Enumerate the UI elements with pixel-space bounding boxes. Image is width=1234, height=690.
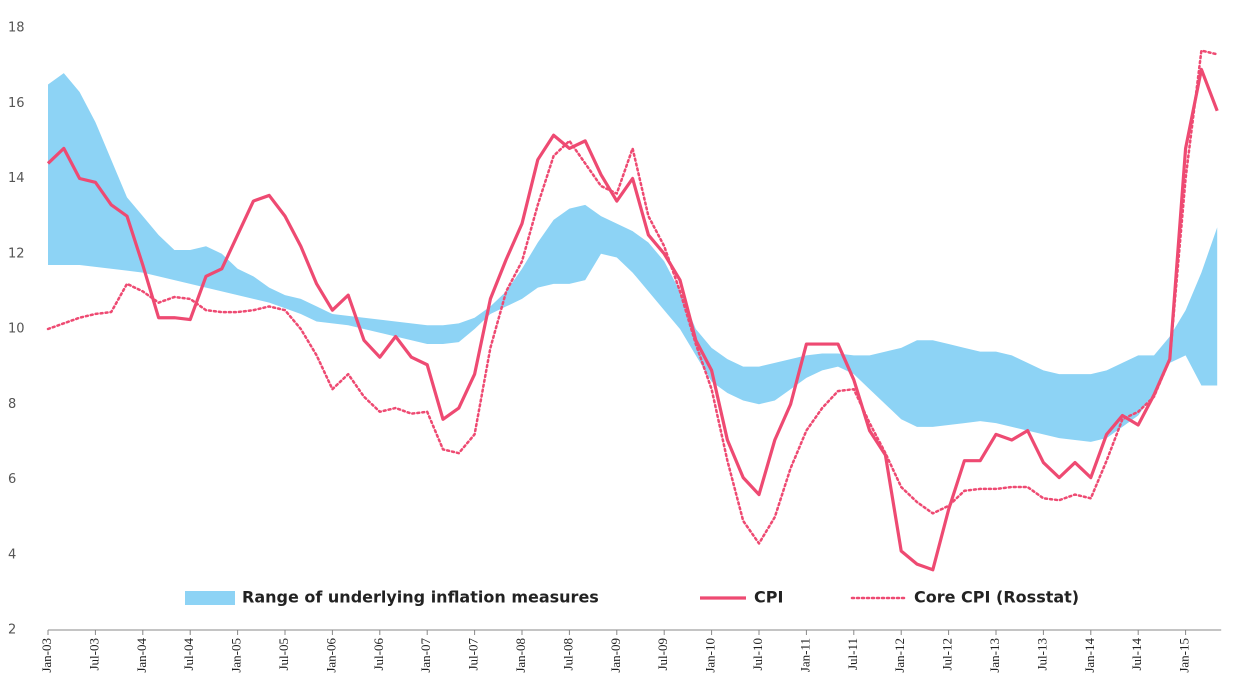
x-tick-label: Jul-09 (655, 638, 670, 671)
x-tick-label: Jan-04 (134, 638, 149, 673)
y-tick-label: 4 (8, 547, 16, 562)
x-tick-label: Jan-08 (513, 638, 528, 673)
x-tick-label: Jul-03 (86, 638, 101, 671)
x-tick-label: Jul-08 (560, 638, 575, 671)
x-tick-label: Jul-05 (276, 638, 291, 671)
y-tick-label: 16 (8, 96, 25, 111)
x-tick-label: Jan-11 (797, 638, 812, 672)
x-tick-label: Jan-13 (987, 638, 1002, 673)
y-tick-label: 2 (8, 623, 16, 638)
x-tick-label: Jul-12 (940, 638, 955, 671)
legend-label: Core CPI (Rosstat) (914, 588, 1079, 607)
x-tick-label: Jan-06 (323, 638, 338, 673)
x-tick-label: Jul-07 (466, 638, 481, 671)
y-tick-label: 12 (8, 246, 25, 261)
x-tick-label: Jan-14 (1082, 638, 1097, 673)
x-tick-label: Jan-07 (418, 638, 433, 673)
legend-label: Range of underlying inflation measures (242, 588, 599, 607)
y-tick-label: 18 (8, 21, 25, 36)
x-tick-label: Jul-13 (1034, 638, 1049, 671)
legend-label: CPI (754, 588, 783, 607)
series-line (46, 49, 1219, 545)
plot (46, 49, 1222, 635)
legend-swatch (185, 591, 235, 605)
y-tick-label: 14 (8, 171, 25, 186)
x-tick-label: Jul-14 (1129, 638, 1144, 671)
y-tick-label: 6 (8, 472, 16, 487)
x-tick-label: Jul-11 (845, 638, 860, 670)
x-tick-label: Jul-06 (371, 638, 386, 671)
x-tick-label: Jul-04 (181, 638, 196, 671)
x-tick-label: Jan-12 (892, 638, 907, 673)
x-tick-label: Jan-05 (229, 638, 244, 673)
x-tick-label: Jul-10 (750, 638, 765, 671)
x-tick-label: Jan-10 (703, 638, 718, 673)
y-tick-label: 8 (8, 397, 16, 412)
x-tick-label: Jan-03 (39, 638, 54, 673)
x-tick-label: Jan-15 (1177, 638, 1192, 673)
range-band (48, 73, 1218, 442)
x-tick-label: Jan-09 (608, 638, 623, 673)
series-line (46, 67, 1219, 572)
y-tick-label: 10 (8, 322, 25, 337)
